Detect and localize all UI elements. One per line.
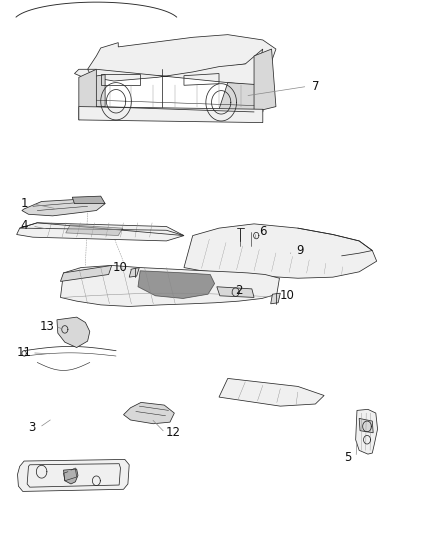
Polygon shape [88, 49, 263, 85]
Polygon shape [64, 469, 78, 484]
Polygon shape [138, 271, 215, 298]
Text: 6: 6 [259, 225, 267, 238]
Polygon shape [124, 402, 174, 424]
Polygon shape [217, 287, 254, 297]
Polygon shape [254, 49, 276, 112]
Text: 11: 11 [17, 346, 32, 359]
Polygon shape [72, 196, 105, 204]
Polygon shape [17, 223, 184, 241]
Polygon shape [66, 225, 123, 236]
Text: 7: 7 [311, 80, 319, 93]
Polygon shape [271, 293, 280, 304]
Text: 10: 10 [279, 289, 294, 302]
Polygon shape [359, 418, 373, 433]
Polygon shape [74, 35, 276, 79]
Polygon shape [60, 265, 112, 281]
Text: 5: 5 [345, 451, 352, 464]
Polygon shape [18, 459, 129, 491]
Text: 13: 13 [40, 320, 55, 333]
Text: 2: 2 [235, 284, 243, 297]
Polygon shape [184, 224, 377, 278]
Text: 12: 12 [166, 426, 180, 439]
Polygon shape [129, 268, 139, 277]
Text: 1: 1 [20, 197, 28, 210]
Polygon shape [57, 317, 90, 348]
Text: 9: 9 [296, 244, 304, 257]
Polygon shape [219, 378, 324, 406]
Polygon shape [219, 83, 267, 112]
Text: 3: 3 [28, 421, 35, 434]
Polygon shape [79, 107, 263, 123]
Polygon shape [88, 75, 105, 109]
Polygon shape [356, 409, 378, 454]
Text: 4: 4 [20, 220, 28, 232]
Polygon shape [60, 265, 279, 306]
Polygon shape [22, 198, 105, 216]
Polygon shape [79, 69, 96, 120]
Text: 10: 10 [113, 261, 128, 274]
